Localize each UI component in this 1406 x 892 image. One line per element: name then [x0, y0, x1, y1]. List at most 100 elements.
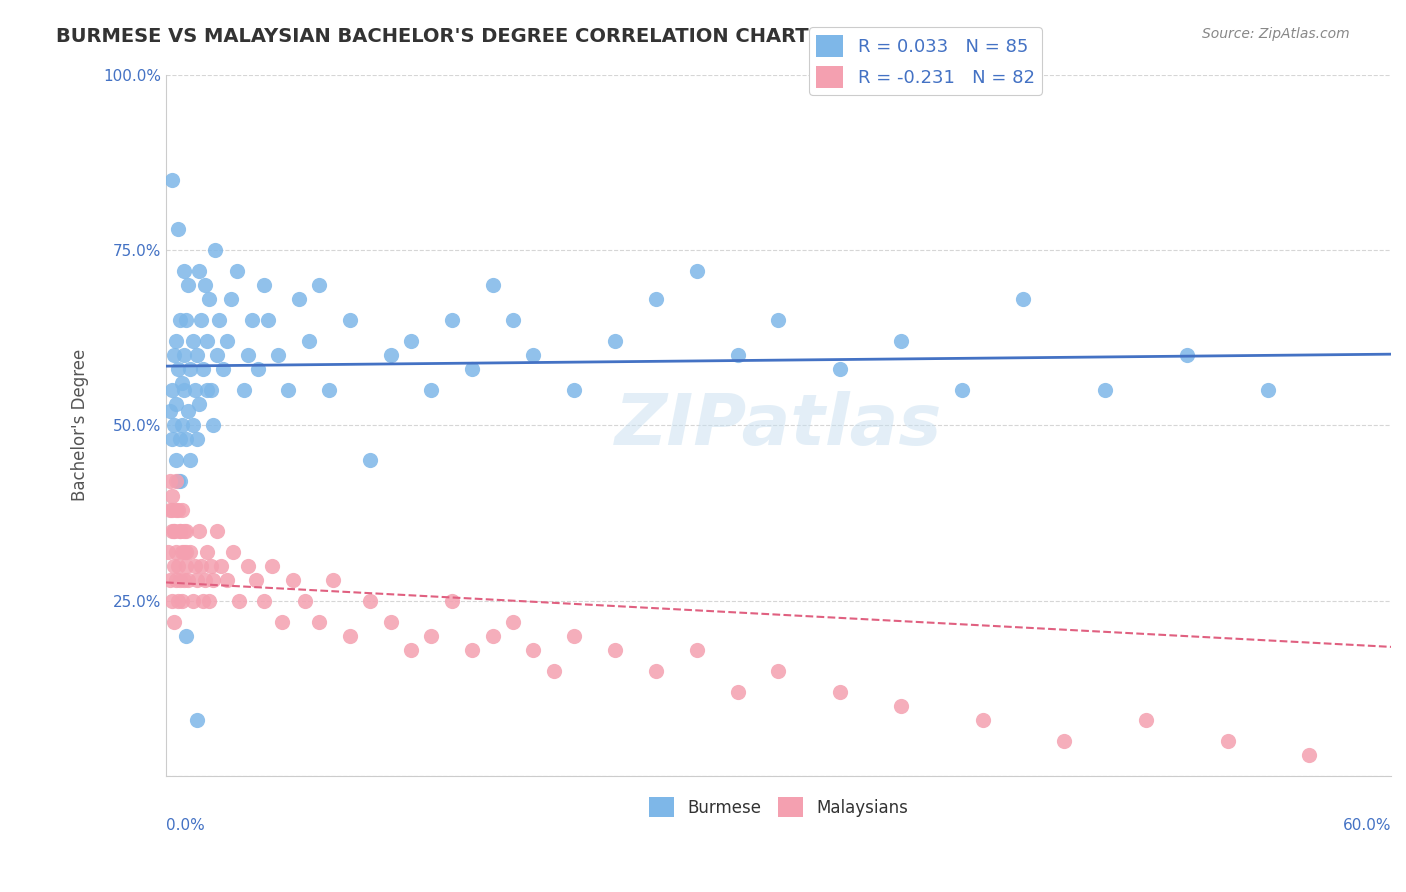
Point [176, 629, 198, 643]
Point [173, 384, 195, 398]
Point [160, 433, 183, 447]
Point [163, 615, 186, 629]
Point [191, 362, 214, 376]
Point [208, 313, 231, 327]
Point [181, 418, 204, 433]
Point [159, 573, 181, 587]
Point [212, 362, 235, 376]
Point [167, 502, 190, 516]
Point [200, 558, 222, 573]
Point [172, 418, 194, 433]
Point [420, 629, 443, 643]
Point [167, 558, 190, 573]
Point [169, 433, 191, 447]
Point [522, 643, 544, 657]
Point [173, 573, 195, 587]
Point [167, 222, 190, 236]
Point [222, 544, 245, 558]
Point [181, 594, 204, 608]
Point [217, 334, 239, 348]
Point [183, 384, 205, 398]
Point [217, 573, 239, 587]
Point [169, 313, 191, 327]
Point [165, 475, 187, 489]
Point [399, 334, 422, 348]
Point [163, 524, 186, 538]
Point [179, 453, 201, 467]
Point [605, 643, 627, 657]
Point [172, 544, 194, 558]
Point [727, 685, 749, 699]
Point [159, 475, 181, 489]
Point [420, 384, 443, 398]
Point [172, 502, 194, 516]
Point [562, 384, 585, 398]
Point [287, 292, 309, 306]
Point [481, 629, 503, 643]
Point [187, 524, 209, 538]
Point [163, 348, 186, 362]
Point [1216, 734, 1239, 748]
Point [179, 544, 201, 558]
Point [232, 384, 254, 398]
Point [950, 384, 973, 398]
Point [198, 292, 221, 306]
Point [167, 362, 190, 376]
Point [1053, 734, 1076, 748]
Point [176, 313, 198, 327]
Point [461, 362, 484, 376]
Point [177, 404, 200, 418]
Point [176, 433, 198, 447]
Point [169, 524, 191, 538]
Point [236, 348, 259, 362]
Point [160, 502, 183, 516]
Point [190, 558, 212, 573]
Point [339, 629, 361, 643]
Text: 60.0%: 60.0% [1343, 818, 1391, 833]
Text: BURMESE VS MALAYSIAN BACHELOR'S DEGREE CORRELATION CHART: BURMESE VS MALAYSIAN BACHELOR'S DEGREE C… [56, 27, 808, 45]
Point [186, 713, 208, 727]
Point [187, 264, 209, 278]
Point [160, 384, 183, 398]
Point [768, 664, 790, 678]
Point [163, 524, 186, 538]
Point [173, 264, 195, 278]
Point [481, 278, 503, 293]
Point [163, 418, 186, 433]
Point [205, 524, 228, 538]
Point [186, 348, 208, 362]
Point [236, 558, 259, 573]
Point [271, 615, 294, 629]
Point [183, 558, 205, 573]
Point [176, 524, 198, 538]
Point [440, 594, 463, 608]
Point [828, 362, 851, 376]
Point [228, 594, 250, 608]
Point [160, 489, 183, 503]
Point [179, 362, 201, 376]
Point [543, 664, 565, 678]
Point [298, 334, 321, 348]
Point [267, 348, 290, 362]
Point [318, 384, 340, 398]
Point [245, 573, 267, 587]
Point [169, 524, 191, 538]
Point [308, 278, 330, 293]
Point [186, 573, 208, 587]
Point [163, 558, 186, 573]
Point [1175, 348, 1198, 362]
Point [173, 348, 195, 362]
Point [165, 453, 187, 467]
Point [169, 475, 191, 489]
Point [890, 699, 912, 714]
Point [159, 502, 181, 516]
Point [201, 573, 224, 587]
Point [277, 384, 299, 398]
Point [187, 397, 209, 411]
Point [176, 544, 198, 558]
Point [165, 334, 187, 348]
Point [768, 313, 790, 327]
Point [890, 334, 912, 348]
Point [194, 573, 217, 587]
Point [198, 594, 221, 608]
